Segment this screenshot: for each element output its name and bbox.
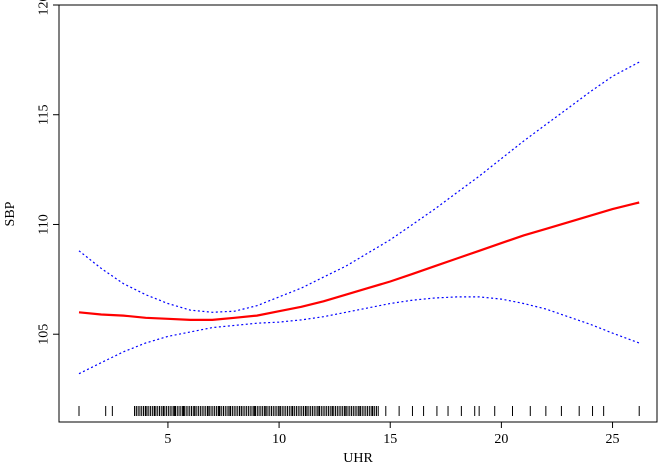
x-tick-label-5: 5 (164, 432, 171, 447)
x-tick-label-10: 10 (272, 432, 286, 447)
x-axis-title: UHR (343, 451, 373, 466)
series-group (78, 61, 640, 375)
x-tick-label-15: 15 (383, 432, 397, 447)
x-tick-label-20: 20 (494, 432, 508, 447)
y-axis-title: SBP (3, 201, 18, 226)
y-tick-label-115: 115 (37, 104, 52, 124)
fit-line (78, 201, 640, 321)
y-tick-label-110: 110 (37, 214, 52, 234)
x-axis: 5 10 15 20 25 (164, 422, 620, 447)
ci-lower-line (78, 296, 640, 375)
rug-plot (78, 406, 640, 416)
x-tick-label-25: 25 (606, 432, 620, 447)
ci-upper-line (78, 61, 640, 313)
y-axis: 105 110 115 120 (37, 0, 59, 345)
y-tick-label-120: 120 (37, 0, 52, 16)
y-tick-label-105: 105 (37, 324, 52, 345)
plot-frame (58, 4, 658, 423)
